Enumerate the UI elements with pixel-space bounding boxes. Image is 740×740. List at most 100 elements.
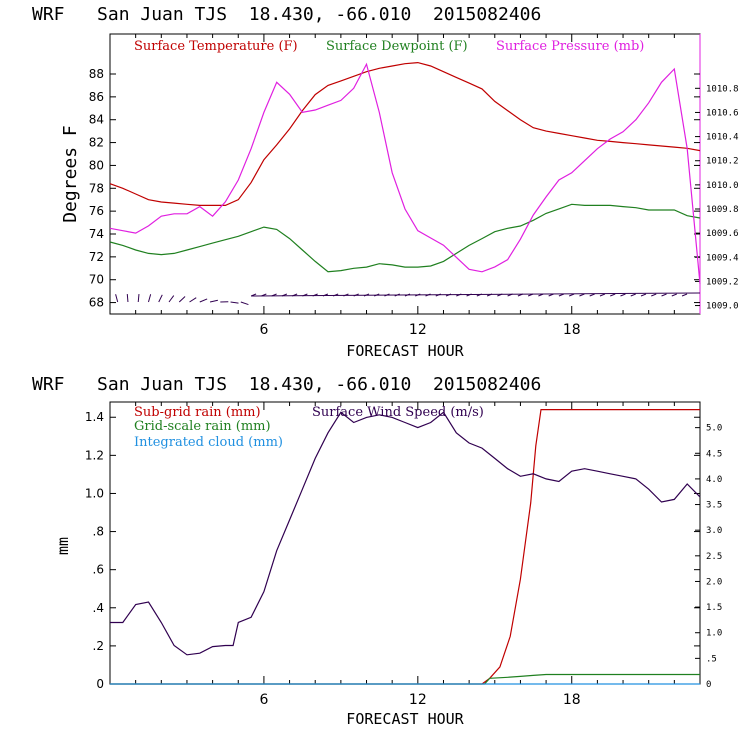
legend-surface-temperature: Surface Temperature (F) xyxy=(134,39,298,54)
legend-surface-wind-speed: Surface Wind Speed (m/s) xyxy=(312,405,484,420)
x-tick-label: 18 xyxy=(563,692,581,708)
wind-barb xyxy=(240,301,249,306)
right-y-tick-label: 1.5 xyxy=(706,603,722,613)
left-y-tick-label: 74 xyxy=(89,227,104,241)
right-y-tick-label: 1009.6 xyxy=(706,229,739,239)
legend-gridscale-rain: Grid-scale rain (mm) xyxy=(134,419,271,434)
wind-barb xyxy=(640,293,647,297)
x-tick-label: 6 xyxy=(259,692,268,708)
wind-barb xyxy=(168,295,175,303)
bottom-left-y-ticks: 0 .2 .4 .6 .8 1.0 1.2 1.4 xyxy=(85,410,700,691)
right-y-tick-label: 0 xyxy=(706,680,711,690)
x-tick-label: 6 xyxy=(259,322,268,338)
left-y-tick-label: 1.0 xyxy=(85,486,104,500)
right-y-tick-label: 1009.0 xyxy=(706,302,739,312)
wind-barb xyxy=(620,293,626,297)
wind-barb xyxy=(589,293,595,297)
left-y-tick-label: .2 xyxy=(93,639,104,653)
wind-barb xyxy=(126,293,129,303)
wind-barb xyxy=(681,293,688,297)
wind-barb xyxy=(610,293,616,297)
top-y-axis-label: Degrees F xyxy=(60,125,81,223)
left-y-tick-label: 86 xyxy=(89,90,104,104)
wind-barb xyxy=(230,301,239,304)
right-y-tick-label: 5.0 xyxy=(706,424,722,434)
top-series xyxy=(109,61,701,284)
top-right-y-ticks: 1009.0 1009.2 1009.4 1009.6 1009.8 1010.0 1010… xyxy=(695,84,739,312)
series-line-sub-grid-rain-mm xyxy=(110,409,700,685)
series-line-surface-dewpoint-f xyxy=(109,203,701,273)
precipitation-panel: WRF San Juan TJS 18.430, -66.010 2015082… xyxy=(32,374,722,728)
wind-barb xyxy=(178,296,186,303)
wind-barb xyxy=(671,293,677,297)
top-plot-frame xyxy=(109,33,701,315)
x-tick-label: 12 xyxy=(409,692,427,708)
bottom-series xyxy=(110,409,701,685)
wind-barb xyxy=(651,293,657,297)
left-y-tick-label: .8 xyxy=(93,525,104,539)
series-line-surface-temperature-f xyxy=(109,61,701,206)
top-chart-title: WRF San Juan TJS 18.430, -66.010 2015082… xyxy=(32,4,541,25)
x-tick-label: 18 xyxy=(563,322,581,338)
left-y-tick-label: .6 xyxy=(93,563,104,577)
left-y-tick-label: 1.2 xyxy=(85,448,104,462)
right-y-tick-label: 1010.6 xyxy=(706,108,739,118)
right-y-tick-label: .5 xyxy=(706,654,717,664)
right-y-tick-label: 2.0 xyxy=(706,577,722,587)
wind-barb xyxy=(599,293,606,297)
legend-surface-pressure: Surface Pressure (mb) xyxy=(496,39,644,54)
left-y-tick-label: 0 xyxy=(96,677,104,691)
wind-barb xyxy=(137,293,140,303)
bottom-chart-title: WRF San Juan TJS 18.430, -66.010 2015082… xyxy=(32,374,541,395)
left-y-tick-label: 82 xyxy=(89,136,104,150)
right-y-tick-label: 1010.0 xyxy=(706,181,739,191)
wind-barb xyxy=(158,294,163,303)
left-y-tick-label: 84 xyxy=(89,113,104,127)
wind-barb-baseline xyxy=(251,292,701,297)
right-y-tick-label: 1010.2 xyxy=(706,157,739,167)
left-y-tick-label: 68 xyxy=(89,296,104,310)
left-y-tick-label: 76 xyxy=(89,204,104,218)
right-y-tick-label: 1010.4 xyxy=(706,133,739,143)
left-y-tick-label: 88 xyxy=(89,67,104,81)
right-y-tick-label: 2.5 xyxy=(706,552,722,562)
left-y-tick-label: 70 xyxy=(89,273,104,287)
bottom-x-ticks: 6 12 18 xyxy=(135,402,675,708)
x-tick-label: 12 xyxy=(409,322,427,338)
wind-barbs xyxy=(115,292,701,306)
legend-integrated-cloud: Integrated cloud (mm) xyxy=(134,435,283,450)
series-line-surface-wind-speed-m-s xyxy=(110,411,701,656)
wind-barb xyxy=(661,293,667,297)
wind-barb xyxy=(147,294,152,303)
left-y-tick-label: 72 xyxy=(89,250,104,264)
right-y-tick-label: 1009.8 xyxy=(706,205,739,215)
wind-barb xyxy=(579,293,585,297)
wind-barb xyxy=(115,294,119,303)
right-y-tick-label: 1010.8 xyxy=(706,84,739,94)
wind-barb xyxy=(630,293,636,297)
top-left-y-ticks: 68 70 72 74 76 78 80 82 84 86 88 xyxy=(89,67,700,310)
right-y-tick-label: 1009.2 xyxy=(706,277,739,287)
wind-barb xyxy=(189,297,197,303)
wind-barb xyxy=(199,298,208,303)
left-y-tick-label: 80 xyxy=(89,158,104,172)
right-y-tick-label: 1009.4 xyxy=(706,253,739,263)
series-line-grid-scale-rain-mm xyxy=(110,673,700,685)
right-y-tick-label: 3.5 xyxy=(706,501,722,511)
top-x-axis-label: FORECAST HOUR xyxy=(346,342,464,360)
wind-barb xyxy=(209,299,218,303)
left-y-tick-label: .4 xyxy=(93,601,104,615)
left-y-tick-label: 78 xyxy=(89,181,104,195)
bottom-right-y-ticks: 0 .5 1.0 1.5 2.0 2.5 3.0 3.5 4.0 4.5 5.0 xyxy=(695,424,722,690)
right-y-tick-label: 4.0 xyxy=(706,475,722,485)
bottom-y-axis-label: mm xyxy=(54,537,72,555)
right-y-tick-label: 4.5 xyxy=(706,449,722,459)
bottom-x-axis-label: FORECAST HOUR xyxy=(346,710,464,728)
legend-surface-dewpoint: Surface Dewpoint (F) xyxy=(326,39,468,54)
right-y-tick-label: 1.0 xyxy=(706,629,722,639)
temperature-panel: WRF San Juan TJS 18.430, -66.010 2015082… xyxy=(32,4,739,360)
right-y-tick-label: 3.0 xyxy=(706,526,722,536)
left-y-tick-label: 1.4 xyxy=(85,410,104,424)
top-x-ticks: 6 12 18 xyxy=(135,34,675,338)
